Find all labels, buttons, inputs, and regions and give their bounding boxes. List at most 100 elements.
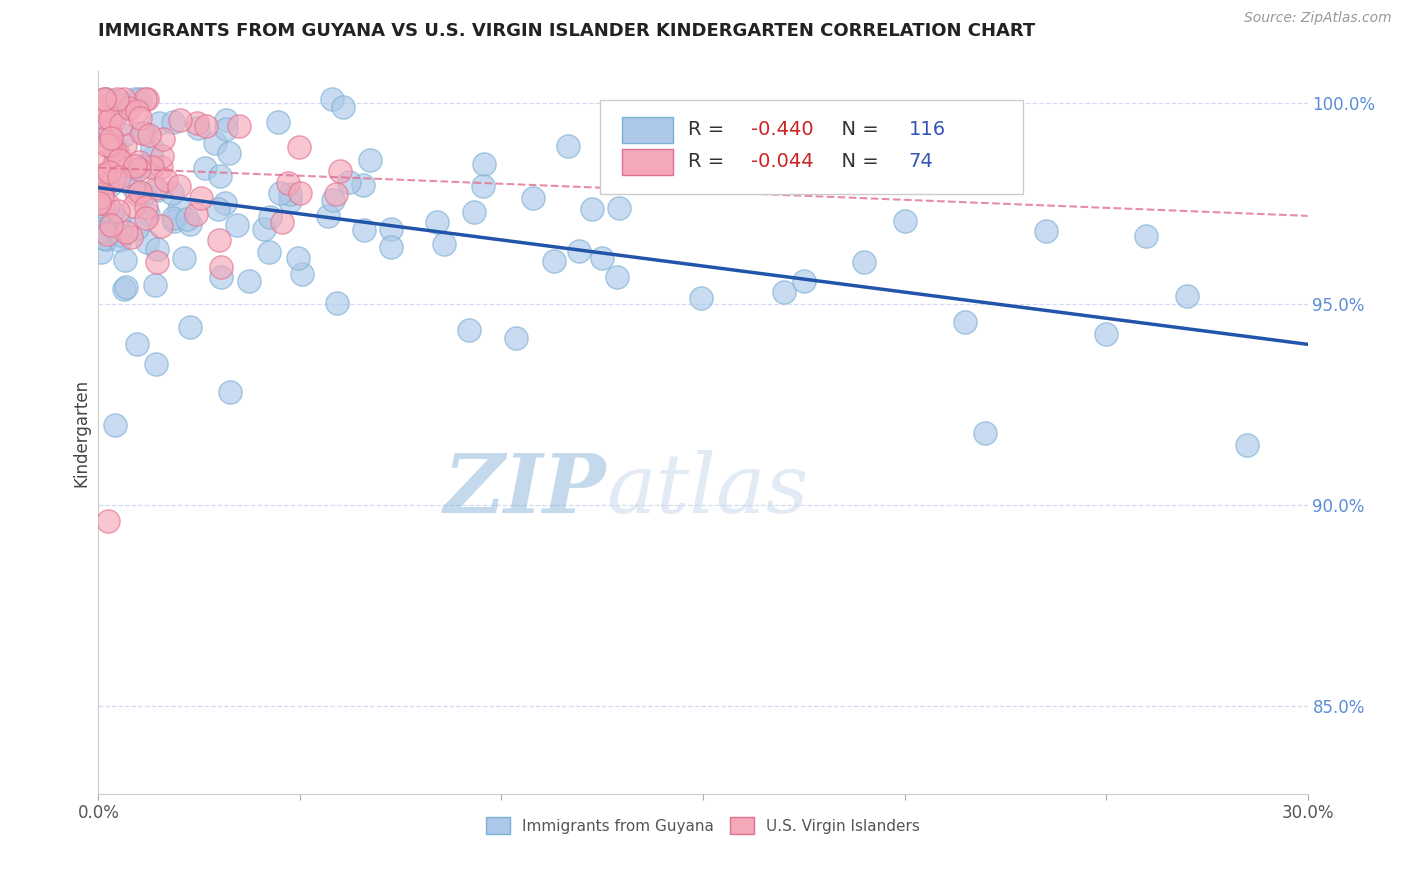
Point (218, 145, 240, 160)
Point (141, 141, 163, 155)
Point (772, 285, 794, 300)
Point (953, 315, 976, 329)
Point (146, 242, 169, 256)
Point (148, 116, 170, 130)
Legend: Immigrants from Guyana, U.S. Virgin Islanders: Immigrants from Guyana, U.S. Virgin Isla… (479, 811, 927, 840)
Point (121, 162, 143, 177)
Point (120, 229, 142, 244)
Point (98, 137, 121, 152)
Point (89, 196, 111, 211)
Point (107, 204, 129, 219)
Point (150, 148, 173, 162)
Point (108, 153, 131, 168)
Text: -0.044: -0.044 (751, 153, 814, 171)
Point (253, 221, 276, 235)
Point (269, 186, 291, 200)
Point (91, 168, 114, 182)
Point (145, 181, 167, 195)
Point (1035, 224, 1057, 238)
Point (150, 161, 173, 175)
Point (114, 138, 136, 153)
Point (380, 240, 402, 254)
Point (128, 185, 150, 199)
Point (91, 190, 114, 204)
Point (204, 136, 226, 151)
Point (208, 233, 231, 247)
Point (97, 514, 120, 528)
Point (322, 193, 344, 207)
Point (89, 115, 111, 129)
Point (152, 131, 174, 145)
Point (129, 111, 152, 125)
Point (132, 186, 155, 201)
Point (581, 202, 603, 216)
Point (332, 100, 354, 114)
Point (179, 217, 201, 231)
Point (145, 183, 167, 197)
Point (100, 204, 122, 219)
Point (107, 213, 129, 227)
Point (568, 244, 591, 258)
Point (141, 160, 163, 174)
Y-axis label: Kindergarten: Kindergarten (72, 378, 90, 487)
Point (110, 117, 132, 131)
Point (266, 115, 288, 129)
Point (121, 180, 143, 194)
Text: IMMIGRANTS FROM GUYANA VS U.S. VIRGIN ISLANDER KINDERGARTEN CORRELATION CHART: IMMIGRANTS FROM GUYANA VS U.S. VIRGIN IS… (98, 22, 1036, 40)
Text: -0.440: -0.440 (751, 120, 814, 139)
Point (187, 120, 209, 135)
Point (169, 202, 191, 216)
Point (136, 93, 159, 107)
Point (219, 385, 242, 400)
Point (94, 170, 117, 185)
Point (136, 235, 159, 249)
Point (1135, 229, 1157, 244)
Point (359, 153, 381, 167)
Point (89, 200, 111, 214)
Point (93, 93, 115, 107)
Point (108, 233, 131, 247)
Point (278, 187, 301, 202)
Point (93, 231, 115, 245)
FancyBboxPatch shape (621, 149, 672, 175)
Point (94, 232, 117, 246)
Point (853, 255, 876, 269)
Point (169, 113, 191, 128)
Point (471, 179, 494, 194)
Point (179, 320, 201, 334)
Point (186, 116, 208, 130)
Point (176, 212, 198, 227)
Point (215, 112, 238, 127)
Point (290, 267, 312, 281)
Point (209, 269, 232, 284)
Point (352, 178, 374, 192)
Point (228, 120, 250, 134)
Point (105, 93, 128, 107)
Point (326, 296, 349, 310)
Point (125, 337, 148, 351)
Point (90, 244, 112, 259)
Point (93, 202, 115, 217)
Point (184, 207, 207, 221)
Point (271, 214, 294, 228)
Point (114, 253, 136, 268)
Point (91, 199, 114, 213)
Point (162, 115, 184, 129)
Point (353, 223, 375, 237)
Point (104, 94, 127, 108)
Point (112, 93, 135, 107)
Point (135, 211, 157, 226)
Point (136, 207, 159, 221)
Point (793, 274, 815, 288)
Point (288, 140, 311, 154)
Point (893, 213, 915, 227)
Point (112, 128, 135, 142)
Point (96, 137, 118, 152)
Point (155, 173, 177, 187)
Point (128, 161, 150, 176)
Point (98, 178, 121, 192)
Point (522, 191, 544, 205)
Text: R =: R = (689, 120, 728, 139)
Point (974, 426, 997, 441)
Point (141, 151, 163, 165)
